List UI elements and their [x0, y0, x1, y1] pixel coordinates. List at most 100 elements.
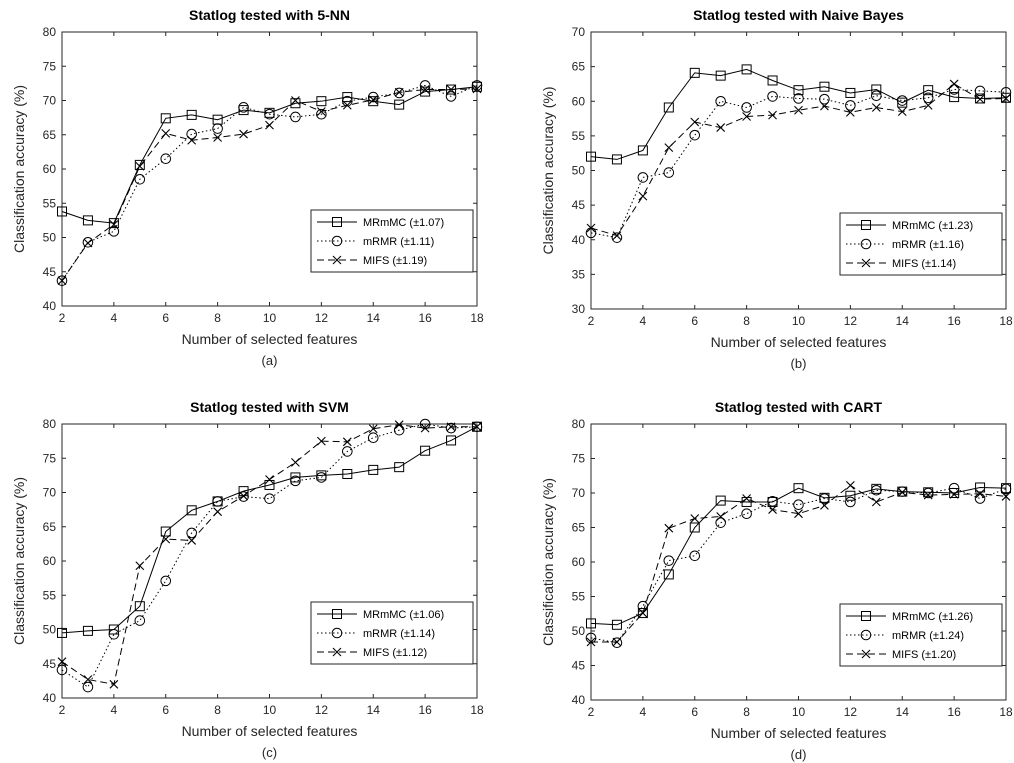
data-point-x	[332, 647, 342, 657]
data-point-square	[845, 87, 856, 98]
y-tick-label: 40	[572, 693, 586, 707]
x-tick-label: 4	[111, 703, 118, 717]
data-point-x	[820, 501, 829, 510]
y-axis-label: Classification accuracy (%)	[540, 478, 556, 646]
x-axis-label: Number of selected features	[711, 334, 887, 350]
data-point-x	[975, 489, 985, 499]
data-point-square	[394, 99, 405, 110]
x-tick-label: 14	[896, 705, 910, 719]
y-tick-label: 55	[572, 590, 586, 604]
data-point-circle	[108, 628, 120, 640]
panel-label: (a)	[262, 353, 278, 368]
y-tick-label: 45	[43, 265, 57, 279]
data-point-x	[83, 675, 93, 684]
data-point-square	[663, 569, 674, 580]
y-axis-label: Classification accuracy (%)	[11, 85, 27, 253]
legend: MRmMC (±1.06) mRMR (±1.14) MIFS (±1.12)	[310, 601, 474, 665]
data-point-x	[420, 423, 430, 433]
chart-title: Statlog tested with SVM	[190, 399, 349, 415]
data-point-x	[742, 112, 752, 121]
y-tick-label: 60	[572, 555, 586, 569]
series-x	[586, 79, 1011, 240]
series-line	[590, 486, 1007, 626]
y-tick-label: 50	[43, 231, 57, 245]
data-point-circle	[715, 95, 726, 107]
data-point-square	[186, 505, 197, 516]
data-point-circle	[238, 491, 249, 502]
legend: MRmMC (±1.26) mRMR (±1.24) MIFS (±1.20)	[839, 603, 1003, 667]
data-point-x	[923, 490, 933, 500]
y-tick-label: 75	[43, 451, 57, 465]
data-point-square	[949, 488, 960, 498]
x-tick-label: 4	[640, 705, 647, 719]
data-point-square	[767, 75, 778, 86]
data-point-square	[689, 67, 700, 78]
data-point-x	[57, 657, 67, 667]
x-tick-label: 16	[418, 703, 432, 717]
data-point-square	[611, 154, 622, 165]
data-point-circle	[264, 108, 275, 120]
data-point-circle	[445, 422, 457, 434]
data-point-x	[342, 100, 352, 110]
data-point-x	[187, 135, 197, 145]
panel-label: (c)	[262, 745, 277, 760]
legend-label: MIFS (±1.19)	[363, 255, 427, 267]
data-point-square	[845, 490, 856, 501]
series-x	[57, 420, 482, 689]
data-point-square	[368, 464, 379, 475]
data-point-circle	[160, 153, 172, 165]
data-point-x	[861, 649, 871, 659]
data-point-x	[768, 505, 777, 514]
chart-title: Statlog tested with CART	[715, 399, 883, 415]
data-point-x	[316, 107, 326, 116]
data-point-x	[923, 101, 933, 110]
x-tick-label: 14	[367, 311, 381, 325]
data-point-x	[690, 514, 700, 523]
data-point-x	[83, 238, 93, 248]
data-point-circle	[342, 446, 353, 457]
data-point-x	[342, 437, 352, 447]
data-point-x	[638, 608, 648, 618]
x-tick-label: 18	[999, 314, 1013, 328]
y-tick-label: 70	[43, 94, 57, 108]
data-point-circle	[845, 496, 856, 508]
data-point-square	[861, 611, 871, 621]
y-tick-label: 50	[572, 624, 586, 638]
x-tick-label: 8	[214, 703, 221, 717]
x-tick-label: 16	[947, 314, 961, 328]
data-point-square	[420, 445, 431, 456]
data-point-circle	[56, 664, 68, 676]
data-point-x	[871, 497, 881, 507]
y-axis-label: Classification accuracy (%)	[11, 477, 27, 645]
data-point-x	[265, 475, 274, 484]
data-point-circle	[1000, 86, 1012, 98]
y-tick-label: 40	[572, 233, 586, 247]
data-point-x	[794, 105, 803, 115]
data-point-circle	[331, 235, 343, 247]
data-point-square	[1001, 92, 1011, 103]
data-point-x	[716, 512, 726, 521]
x-tick-label: 10	[263, 703, 277, 717]
data-point-x	[368, 424, 378, 434]
data-point-x	[239, 491, 248, 501]
data-point-square	[637, 608, 648, 619]
data-point-x	[332, 255, 342, 265]
y-tick-label: 50	[43, 623, 57, 637]
y-tick-label: 30	[572, 302, 586, 316]
data-point-circle	[186, 128, 197, 140]
data-point-x	[664, 523, 674, 533]
data-point-square	[586, 151, 596, 162]
x-tick-label: 6	[162, 703, 169, 717]
data-point-x	[213, 507, 223, 517]
series-circle	[56, 80, 483, 286]
data-point-x	[213, 133, 223, 142]
data-point-square	[611, 619, 622, 630]
data-point-circle	[134, 173, 146, 185]
data-point-x	[135, 561, 145, 571]
series-line	[61, 84, 478, 281]
legend-label: mRMR (±1.16)	[892, 239, 964, 251]
data-point-square	[741, 64, 752, 75]
data-point-square	[108, 624, 119, 635]
series-line	[590, 487, 1007, 644]
